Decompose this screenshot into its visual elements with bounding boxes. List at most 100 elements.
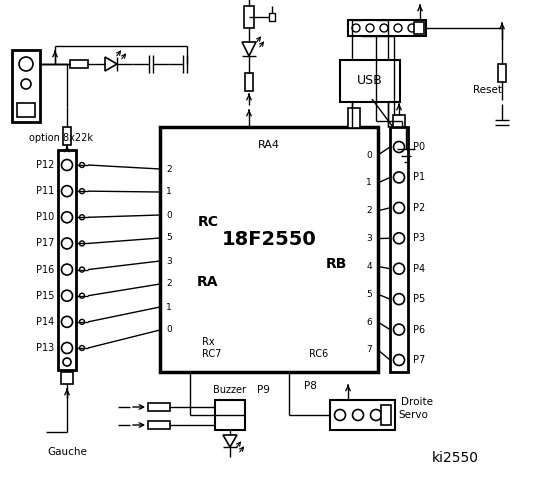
Bar xyxy=(244,6,254,28)
Circle shape xyxy=(394,233,404,244)
Text: P17: P17 xyxy=(35,239,54,249)
Circle shape xyxy=(408,24,416,32)
Text: Servo: Servo xyxy=(398,410,428,420)
Text: 2: 2 xyxy=(367,206,372,215)
Circle shape xyxy=(394,294,404,305)
Text: P5: P5 xyxy=(413,294,425,304)
Circle shape xyxy=(61,212,72,223)
Bar xyxy=(340,60,400,102)
Circle shape xyxy=(61,238,72,249)
Text: 5: 5 xyxy=(366,290,372,299)
Bar xyxy=(17,103,35,117)
Text: P14: P14 xyxy=(36,317,54,327)
Text: RC7: RC7 xyxy=(202,349,221,359)
Circle shape xyxy=(80,163,85,168)
Text: 0: 0 xyxy=(166,325,172,335)
Text: RA: RA xyxy=(197,275,219,289)
Circle shape xyxy=(80,346,85,350)
Text: Droite: Droite xyxy=(401,397,433,407)
Text: P4: P4 xyxy=(413,264,425,274)
Circle shape xyxy=(61,186,72,197)
Circle shape xyxy=(61,290,72,301)
Text: RB: RB xyxy=(325,257,347,272)
Text: 3: 3 xyxy=(166,256,172,265)
Text: 1: 1 xyxy=(166,302,172,312)
Text: P6: P6 xyxy=(413,324,425,335)
Circle shape xyxy=(366,24,374,32)
Circle shape xyxy=(61,264,72,275)
Circle shape xyxy=(80,241,85,246)
Text: 0: 0 xyxy=(366,151,372,159)
Circle shape xyxy=(394,142,404,153)
Circle shape xyxy=(80,189,85,193)
Bar xyxy=(390,127,408,372)
Circle shape xyxy=(394,24,402,32)
Text: 1: 1 xyxy=(166,188,172,196)
Text: P1: P1 xyxy=(413,172,425,182)
Circle shape xyxy=(80,215,85,220)
Bar xyxy=(348,20,426,36)
Text: 5: 5 xyxy=(166,233,172,242)
Circle shape xyxy=(19,57,33,71)
Text: P3: P3 xyxy=(413,233,425,243)
Bar xyxy=(58,150,76,370)
Bar xyxy=(348,108,360,128)
Circle shape xyxy=(394,203,404,213)
Text: P15: P15 xyxy=(35,291,54,300)
Polygon shape xyxy=(223,435,237,447)
Text: P2: P2 xyxy=(413,203,425,213)
Bar xyxy=(414,22,424,34)
Circle shape xyxy=(394,355,404,365)
Circle shape xyxy=(394,263,404,274)
Text: Gauche: Gauche xyxy=(47,447,87,457)
Text: 7: 7 xyxy=(366,346,372,355)
Text: 18F2550: 18F2550 xyxy=(222,230,316,249)
Text: P13: P13 xyxy=(36,343,54,353)
Text: 4: 4 xyxy=(367,262,372,271)
Circle shape xyxy=(394,172,404,183)
Circle shape xyxy=(352,24,360,32)
Circle shape xyxy=(80,319,85,324)
Polygon shape xyxy=(105,57,117,71)
Circle shape xyxy=(352,409,363,420)
Circle shape xyxy=(80,293,85,298)
Bar xyxy=(12,50,40,122)
Circle shape xyxy=(394,324,404,335)
Bar xyxy=(393,115,405,127)
Circle shape xyxy=(61,316,72,327)
Text: 2: 2 xyxy=(166,279,171,288)
Circle shape xyxy=(61,159,72,170)
Text: 0: 0 xyxy=(166,211,172,219)
Text: ki2550: ki2550 xyxy=(431,451,478,465)
Text: P7: P7 xyxy=(413,355,425,365)
Text: P16: P16 xyxy=(36,264,54,275)
Bar xyxy=(381,405,391,425)
Text: P12: P12 xyxy=(35,160,54,170)
Text: Buzzer: Buzzer xyxy=(213,385,247,395)
Bar xyxy=(215,400,245,430)
Bar xyxy=(61,372,73,384)
Bar xyxy=(498,64,506,82)
Bar xyxy=(63,127,71,145)
Circle shape xyxy=(21,79,31,89)
Bar xyxy=(70,60,88,68)
Bar xyxy=(148,421,170,429)
Circle shape xyxy=(80,267,85,272)
Text: 3: 3 xyxy=(366,234,372,243)
Circle shape xyxy=(371,409,382,420)
Circle shape xyxy=(380,24,388,32)
Text: option 8x22k: option 8x22k xyxy=(29,133,93,143)
Text: RC6: RC6 xyxy=(309,349,328,359)
Text: USB: USB xyxy=(357,74,383,87)
Bar xyxy=(245,73,253,91)
Bar xyxy=(148,403,170,411)
Bar xyxy=(330,400,395,430)
Text: P11: P11 xyxy=(36,186,54,196)
Bar xyxy=(269,13,275,21)
Circle shape xyxy=(63,358,71,366)
Text: Rx: Rx xyxy=(202,337,215,347)
Text: P9: P9 xyxy=(257,385,269,395)
Bar xyxy=(160,127,378,372)
Text: RC: RC xyxy=(197,215,218,228)
Circle shape xyxy=(335,409,346,420)
